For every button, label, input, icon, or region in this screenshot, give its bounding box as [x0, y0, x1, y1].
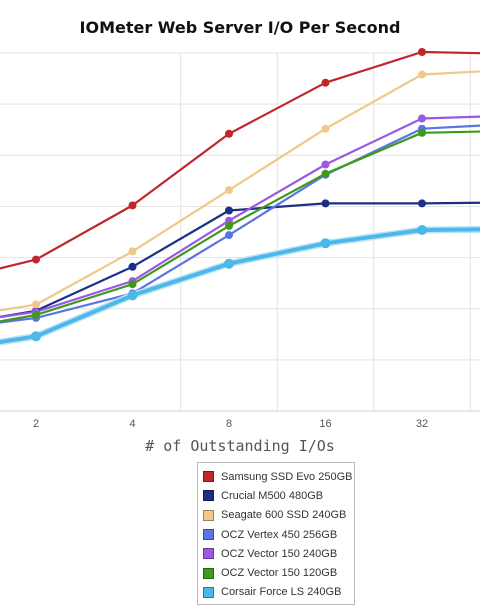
data-point [128, 280, 137, 289]
x-tick-label: 2 [33, 418, 39, 430]
data-point [225, 221, 233, 230]
legend-swatch [203, 567, 214, 579]
data-point [225, 186, 233, 195]
x-tick-label: 16 [319, 418, 331, 430]
data-point [321, 160, 330, 169]
data-point [321, 78, 330, 87]
data-point [321, 199, 330, 208]
data-point [32, 310, 40, 319]
x-tick-labels: 2 4 8 16 32 [33, 418, 428, 430]
legend-swatch [203, 471, 214, 483]
data-point [32, 300, 40, 309]
x-axis-label: # of Outstanding I/Os [145, 437, 335, 455]
legend-label: OCZ Vector 150 120GB [221, 567, 338, 580]
legend-label: Samsung SSD Evo 250GB [221, 470, 353, 483]
x-tick-label: 4 [129, 418, 135, 430]
series-points [31, 48, 427, 342]
data-point [225, 231, 233, 240]
data-point [417, 225, 427, 235]
legend-item: Seagate 600 SSD 240GB [198, 506, 354, 525]
legend-item: Corsair Force LS 240GB [198, 583, 354, 602]
data-point [127, 290, 138, 301]
chart-title: IOMeter Web Server I/O Per Second [79, 18, 401, 37]
data-point [224, 258, 234, 269]
legend-swatch [203, 586, 214, 598]
legend-label: OCZ Vector 150 240GB [221, 547, 338, 560]
data-point [31, 331, 41, 342]
legend-label: Seagate 600 SSD 240GB [221, 509, 347, 522]
legend-item: Samsung SSD Evo 250GB [198, 467, 354, 486]
legend-label: Corsair Force LS 240GB [221, 586, 342, 599]
data-point [225, 129, 233, 138]
grid [0, 52, 480, 412]
legend-swatch [203, 529, 214, 541]
data-point [128, 201, 137, 210]
data-point [418, 128, 426, 137]
legend-item: OCZ Vector 150 120GB [198, 563, 354, 582]
legend-item: OCZ Vector 150 240GB [198, 544, 354, 563]
data-point [128, 247, 137, 256]
data-point [418, 70, 426, 79]
series-line [0, 50, 480, 270]
series-line [0, 70, 480, 312]
legend-item: OCZ Vertex 450 256GB [198, 525, 354, 544]
data-point [32, 255, 40, 264]
legend-swatch [203, 548, 214, 560]
series-line-halo [0, 225, 480, 346]
data-point [128, 262, 137, 271]
data-point [321, 124, 330, 133]
data-point [418, 114, 426, 123]
data-point [418, 48, 426, 56]
data-point [320, 238, 331, 249]
x-tick-label: 8 [226, 418, 232, 430]
data-point [225, 206, 233, 215]
series-line [0, 227, 480, 345]
legend: Samsung SSD Evo 250GB Crucial M500 480GB S… [197, 462, 355, 606]
data-point [418, 199, 426, 208]
legend-label: OCZ Vertex 450 256GB [221, 528, 338, 541]
line-chart: 2 4 8 16 32 [0, 48, 480, 430]
legend-label: Crucial M500 480GB [221, 489, 324, 502]
x-tick-label: 32 [416, 418, 428, 430]
data-point [321, 169, 330, 178]
legend-swatch [203, 509, 214, 521]
legend-swatch [203, 490, 214, 502]
legend-item: Crucial M500 480GB [198, 486, 354, 505]
series-lines [0, 50, 480, 346]
